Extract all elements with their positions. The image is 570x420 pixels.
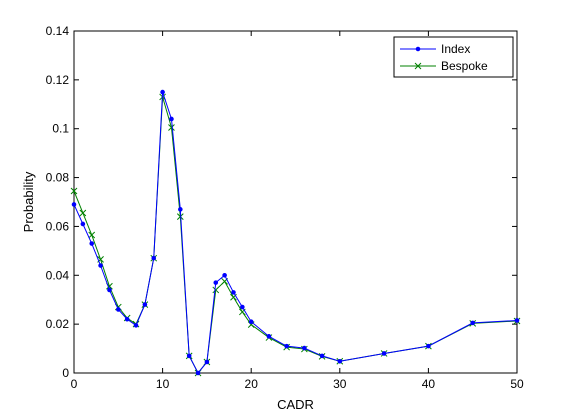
data-point-index — [231, 290, 236, 295]
y-tick-label: 0.12 — [46, 73, 70, 87]
data-point-index — [89, 241, 95, 246]
legend-box — [393, 36, 514, 78]
data-point-index — [204, 359, 210, 365]
data-point-index — [160, 89, 165, 95]
data-point-index — [213, 280, 219, 285]
data-point-bespoke — [70, 187, 78, 195]
x-tick-label: 0 — [71, 377, 78, 391]
data-point-index — [80, 221, 86, 227]
legend-marker-index — [415, 46, 421, 52]
data-point-index — [98, 263, 103, 268]
data-point-index — [116, 307, 121, 312]
data-point-index — [248, 319, 254, 325]
x-tick-label: 50 — [510, 377, 524, 391]
x-tick-label: 20 — [245, 377, 259, 391]
y-tick-label: 0.06 — [46, 219, 70, 233]
data-point-index — [337, 358, 343, 364]
data-point-index — [284, 343, 289, 349]
data-point-index — [195, 370, 201, 376]
plot-area — [73, 30, 518, 374]
data-point-index — [426, 343, 431, 349]
data-point-index — [178, 207, 183, 212]
legend: Index Bespoke — [393, 36, 514, 78]
legend-marker-bespoke — [414, 62, 422, 70]
data-point-index — [302, 345, 307, 351]
data-point-index — [107, 287, 112, 293]
data-point-bespoke — [212, 286, 220, 294]
data-point-index — [381, 351, 387, 356]
y-tick-label: 0.1 — [52, 122, 69, 136]
x-tick-label: 40 — [422, 377, 436, 391]
y-axis: 0 0.02 0.04 0.06 0.08 0.1 0.12 0.14 — [46, 24, 517, 380]
data-point-index — [222, 272, 227, 278]
data-point-index — [71, 202, 77, 207]
x-axis: 0 10 20 30 40 50 — [71, 31, 524, 391]
series-layer — [70, 89, 521, 377]
series-line-index — [73, 91, 518, 374]
x-tick-label: 30 — [333, 377, 347, 391]
y-tick-label: 0.04 — [46, 268, 70, 282]
data-point-index — [124, 316, 130, 322]
data-point-index — [186, 353, 192, 359]
x-axis-label: CADR — [277, 397, 314, 412]
y-tick-label: 0.08 — [46, 171, 70, 185]
data-point-index — [133, 323, 139, 328]
data-point-index — [151, 255, 157, 261]
data-point-bespoke — [168, 124, 175, 131]
y-tick-label: 0.14 — [46, 24, 70, 38]
data-point-index — [319, 353, 325, 359]
data-point-index — [240, 304, 245, 310]
data-point-index — [470, 320, 476, 326]
data-point-index — [169, 116, 174, 122]
y-tick-label: 0 — [62, 366, 69, 380]
x-tick-label: 10 — [156, 377, 170, 391]
data-point-index — [514, 318, 520, 323]
data-point-bespoke — [88, 231, 96, 239]
data-point-bespoke — [79, 209, 87, 217]
series-index — [71, 89, 520, 376]
y-axis-label: Probability — [21, 171, 36, 232]
legend-label-index: Index — [441, 42, 470, 56]
data-point-index — [266, 334, 272, 339]
data-point-index — [142, 302, 148, 307]
legend-label-bespoke: Bespoke — [441, 59, 488, 73]
y-tick-label: 0.02 — [46, 317, 70, 331]
